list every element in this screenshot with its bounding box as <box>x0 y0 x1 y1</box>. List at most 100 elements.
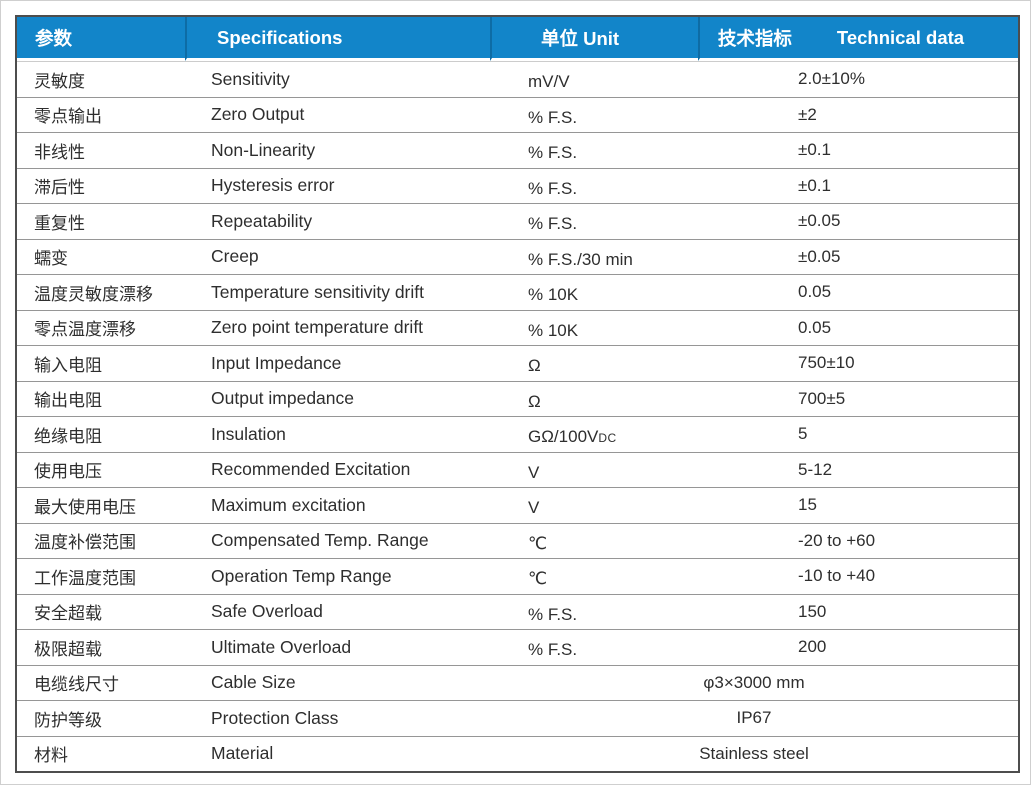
value-cell: 2.0±10% <box>698 61 1018 97</box>
unit-cell: % F.S. <box>490 132 698 168</box>
value-cell: ±0.05 <box>698 203 1018 239</box>
unit-text: % 10K <box>528 285 578 305</box>
unit-cell: % 10K <box>490 274 698 310</box>
unit-text: % 10K <box>528 321 578 341</box>
unit-cell: ℃ <box>490 522 698 559</box>
param-name-en: Cable Size <box>185 664 490 701</box>
param-name-en: Hysteresis error <box>185 167 490 204</box>
header-unit: 单位 Unit <box>490 17 698 61</box>
value-cell: ±0.1 <box>698 132 1018 168</box>
param-name-en: Creep <box>185 238 490 275</box>
unit-text: GΩ/100VDC <box>528 427 617 447</box>
unit-text: V <box>528 498 539 518</box>
unit-text: % F.S./30 min <box>528 250 633 270</box>
param-name-en: Compensated Temp. Range <box>185 522 490 559</box>
unit-text: V <box>528 463 539 483</box>
param-name-cn: 输入电阻 <box>17 345 185 381</box>
value-cell: 150 <box>698 593 1018 630</box>
param-name-cn: 电缆线尺寸 <box>17 664 185 701</box>
spec-table: 参数 Specifications 单位 Unit 技术指标 Technical… <box>15 15 1020 773</box>
unit-main: mV/V <box>528 72 570 92</box>
value-cell: 0.05 <box>698 309 1018 346</box>
param-name-cn: 绝缘电阻 <box>17 416 185 452</box>
param-name-cn: 工作温度范围 <box>17 558 185 594</box>
unit-main: Ω <box>528 391 541 411</box>
param-name-en: Output impedance <box>185 380 490 417</box>
value-cell: φ3×3000 mm <box>490 664 1018 701</box>
param-name-en: Safe Overload <box>185 593 490 630</box>
value-cell: 5 <box>698 416 1018 452</box>
param-name-en: Input Impedance <box>185 345 490 381</box>
unit-cell: Ω <box>490 345 698 381</box>
value-cell: 0.05 <box>698 274 1018 310</box>
unit-text: % F.S. <box>528 179 577 199</box>
header-parameters: 参数 <box>17 17 185 61</box>
unit-main: ℃ <box>528 569 548 589</box>
unit-cell: % 10K <box>490 309 698 346</box>
param-name-cn: 零点输出 <box>17 96 185 133</box>
unit-subscript: DC <box>598 431 617 446</box>
param-name-cn: 防护等级 <box>17 700 185 736</box>
param-name-cn: 材料 <box>17 735 185 772</box>
value-cell: Stainless steel <box>490 735 1018 772</box>
value-cell: 5-12 <box>698 451 1018 488</box>
unit-text: ℃ <box>528 534 547 554</box>
unit-text: Ω <box>528 356 541 376</box>
unit-main: % F.S. <box>528 214 578 234</box>
param-name-cn: 最大使用电压 <box>17 487 185 523</box>
value-cell: ±0.1 <box>698 167 1018 204</box>
param-name-en: Zero point temperature drift <box>185 309 490 346</box>
param-name-cn: 非线性 <box>17 132 185 168</box>
unit-text: % F.S. <box>528 108 577 128</box>
unit-cell: % F.S. <box>490 629 698 665</box>
unit-cell: mV/V <box>490 61 698 97</box>
param-name-en: Recommended Excitation <box>185 451 490 488</box>
unit-text: % F.S. <box>528 214 577 234</box>
unit-main: % F.S. <box>528 604 578 624</box>
value-cell: IP67 <box>490 700 1018 736</box>
unit-main: % F.S. <box>528 143 578 163</box>
unit-main: % F.S./30 min <box>528 249 633 269</box>
unit-main: ℃ <box>528 533 548 553</box>
header-technical-data: 技术指标 Technical data <box>698 17 1018 61</box>
unit-cell: V <box>490 487 698 523</box>
param-name-en: Ultimate Overload <box>185 629 490 665</box>
value-cell: -10 to +40 <box>698 558 1018 594</box>
unit-main: V <box>528 462 540 482</box>
param-name-cn: 使用电压 <box>17 451 185 488</box>
unit-cell: % F.S./30 min <box>490 238 698 275</box>
param-name-cn: 极限超载 <box>17 629 185 665</box>
param-name-cn: 灵敏度 <box>17 61 185 97</box>
param-name-cn: 重复性 <box>17 203 185 239</box>
unit-cell: % F.S. <box>490 96 698 133</box>
unit-main: V <box>528 498 540 518</box>
header-technical-data-cn: 技术指标 <box>717 27 792 49</box>
param-name-cn: 温度灵敏度漂移 <box>17 274 185 310</box>
unit-main: % 10K <box>528 285 579 305</box>
param-name-en: Sensitivity <box>185 61 490 97</box>
unit-cell: % F.S. <box>490 167 698 204</box>
unit-cell: Ω <box>490 380 698 417</box>
unit-cell: % F.S. <box>490 593 698 630</box>
unit-text: % F.S. <box>528 605 577 625</box>
param-name-cn: 蠕变 <box>17 238 185 275</box>
unit-main: % F.S. <box>528 107 578 127</box>
param-name-en: Operation Temp Range <box>185 558 490 594</box>
unit-cell: ℃ <box>490 558 698 594</box>
unit-cell: V <box>490 451 698 488</box>
unit-cell: % F.S. <box>490 203 698 239</box>
param-name-cn: 温度补偿范围 <box>17 522 185 559</box>
unit-main: GΩ/100V <box>528 427 599 447</box>
param-name-en: Repeatability <box>185 203 490 239</box>
param-name-en: Protection Class <box>185 700 490 736</box>
param-name-en: Material <box>185 735 490 772</box>
unit-text: ℃ <box>528 569 547 589</box>
param-name-en: Temperature sensitivity drift <box>185 274 490 310</box>
param-name-cn: 安全超载 <box>17 593 185 630</box>
param-name-cn: 零点温度漂移 <box>17 309 185 346</box>
value-cell: 200 <box>698 629 1018 665</box>
value-cell: 15 <box>698 487 1018 523</box>
unit-cell: GΩ/100VDC <box>490 416 698 452</box>
unit-text: % F.S. <box>528 143 577 163</box>
